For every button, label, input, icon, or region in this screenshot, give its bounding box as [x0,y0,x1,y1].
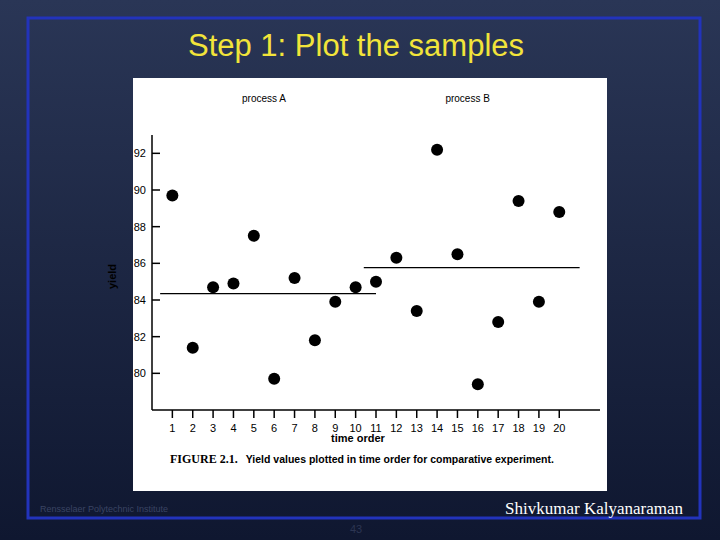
point [472,378,484,390]
x-tick-label: 4 [230,422,236,434]
y-tick [152,299,160,301]
point [268,373,280,385]
y-axis-label: yield [106,264,118,289]
y-tick [152,336,160,338]
x-tick [559,410,561,418]
x-tick-label: 14 [431,422,443,434]
x-tick [192,410,194,418]
point [187,342,199,354]
figure-panel [133,78,607,491]
point [451,248,463,260]
x-tick [416,410,418,418]
plot-marks [160,144,579,391]
slide: Step 1: Plot the samples8082848688909212… [0,0,720,540]
x-tick-label: 18 [512,422,524,434]
footer-right: Shivkumar Kalyanaraman [505,499,683,518]
point [227,278,239,290]
x-tick-label: 13 [411,422,423,434]
y-tick [152,263,160,265]
point [390,252,402,264]
x-tick [396,410,398,418]
point [166,190,178,202]
x-tick-label: 6 [271,422,277,434]
x-tick-label: 7 [291,422,297,434]
x-tick-label: 17 [492,422,504,434]
x-tick [273,410,275,418]
x-tick [172,410,174,418]
footer-left: Rensselaer Polytechnic Institute [40,504,168,514]
caption-label: FIGURE 2.1. [170,452,238,466]
x-tick-label: 15 [451,422,463,434]
point [248,230,260,242]
point [309,334,321,346]
x-tick [355,410,357,418]
y-tick [152,226,160,228]
x-tick-label: 3 [210,422,216,434]
x-tick [477,410,479,418]
y-tick [152,153,160,155]
frame [28,18,700,518]
x-tick-label: 8 [312,422,318,434]
y-tick [152,373,160,375]
page-number: 43 [350,523,362,535]
mean-line [160,293,376,294]
x-tick-label: 5 [251,422,257,434]
y-axis [151,135,153,410]
point [370,276,382,288]
x-tick [294,410,296,418]
x-tick [538,410,540,418]
x-tick-label: 19 [533,422,545,434]
x-tick [497,410,499,418]
point [513,195,525,207]
x-tick-label: 16 [472,422,484,434]
point [533,296,545,308]
x-tick [457,410,459,418]
point [329,296,341,308]
x-tick-label: 1 [169,422,175,434]
y-tick-label: 90 [134,184,146,196]
point [553,206,565,218]
series-label: process B [445,93,490,104]
x-tick-label: 2 [190,422,196,434]
x-tick [212,410,214,418]
x-tick [375,410,377,418]
x-tick [518,410,520,418]
x-tick [233,410,235,418]
mean-line [364,267,580,268]
y-tick-label: 84 [134,294,146,306]
point [492,316,504,328]
y-tick-label: 80 [134,367,146,379]
point [431,144,443,156]
y-tick [152,189,160,191]
title: Step 1: Plot the samples [188,28,524,63]
y-tick-label: 92 [134,147,146,159]
series-label: process A [242,93,286,104]
caption: FIGURE 2.1. Yield values plotted in time … [170,452,554,466]
x-tick-label: 12 [390,422,402,434]
point [207,281,219,293]
y-tick-label: 88 [134,221,146,233]
point [411,305,423,317]
x-tick [335,410,337,418]
x-tick [314,410,316,418]
caption-text: Yield values plotted in time order for c… [246,453,554,465]
x-tick [436,410,438,418]
y-tick-label: 86 [134,257,146,269]
point [350,281,362,293]
point [289,272,301,284]
x-axis-label: time order [331,432,386,444]
x-tick [253,410,255,418]
y-tick-label: 82 [134,331,146,343]
background [0,0,720,540]
x-tick-label: 20 [553,422,565,434]
